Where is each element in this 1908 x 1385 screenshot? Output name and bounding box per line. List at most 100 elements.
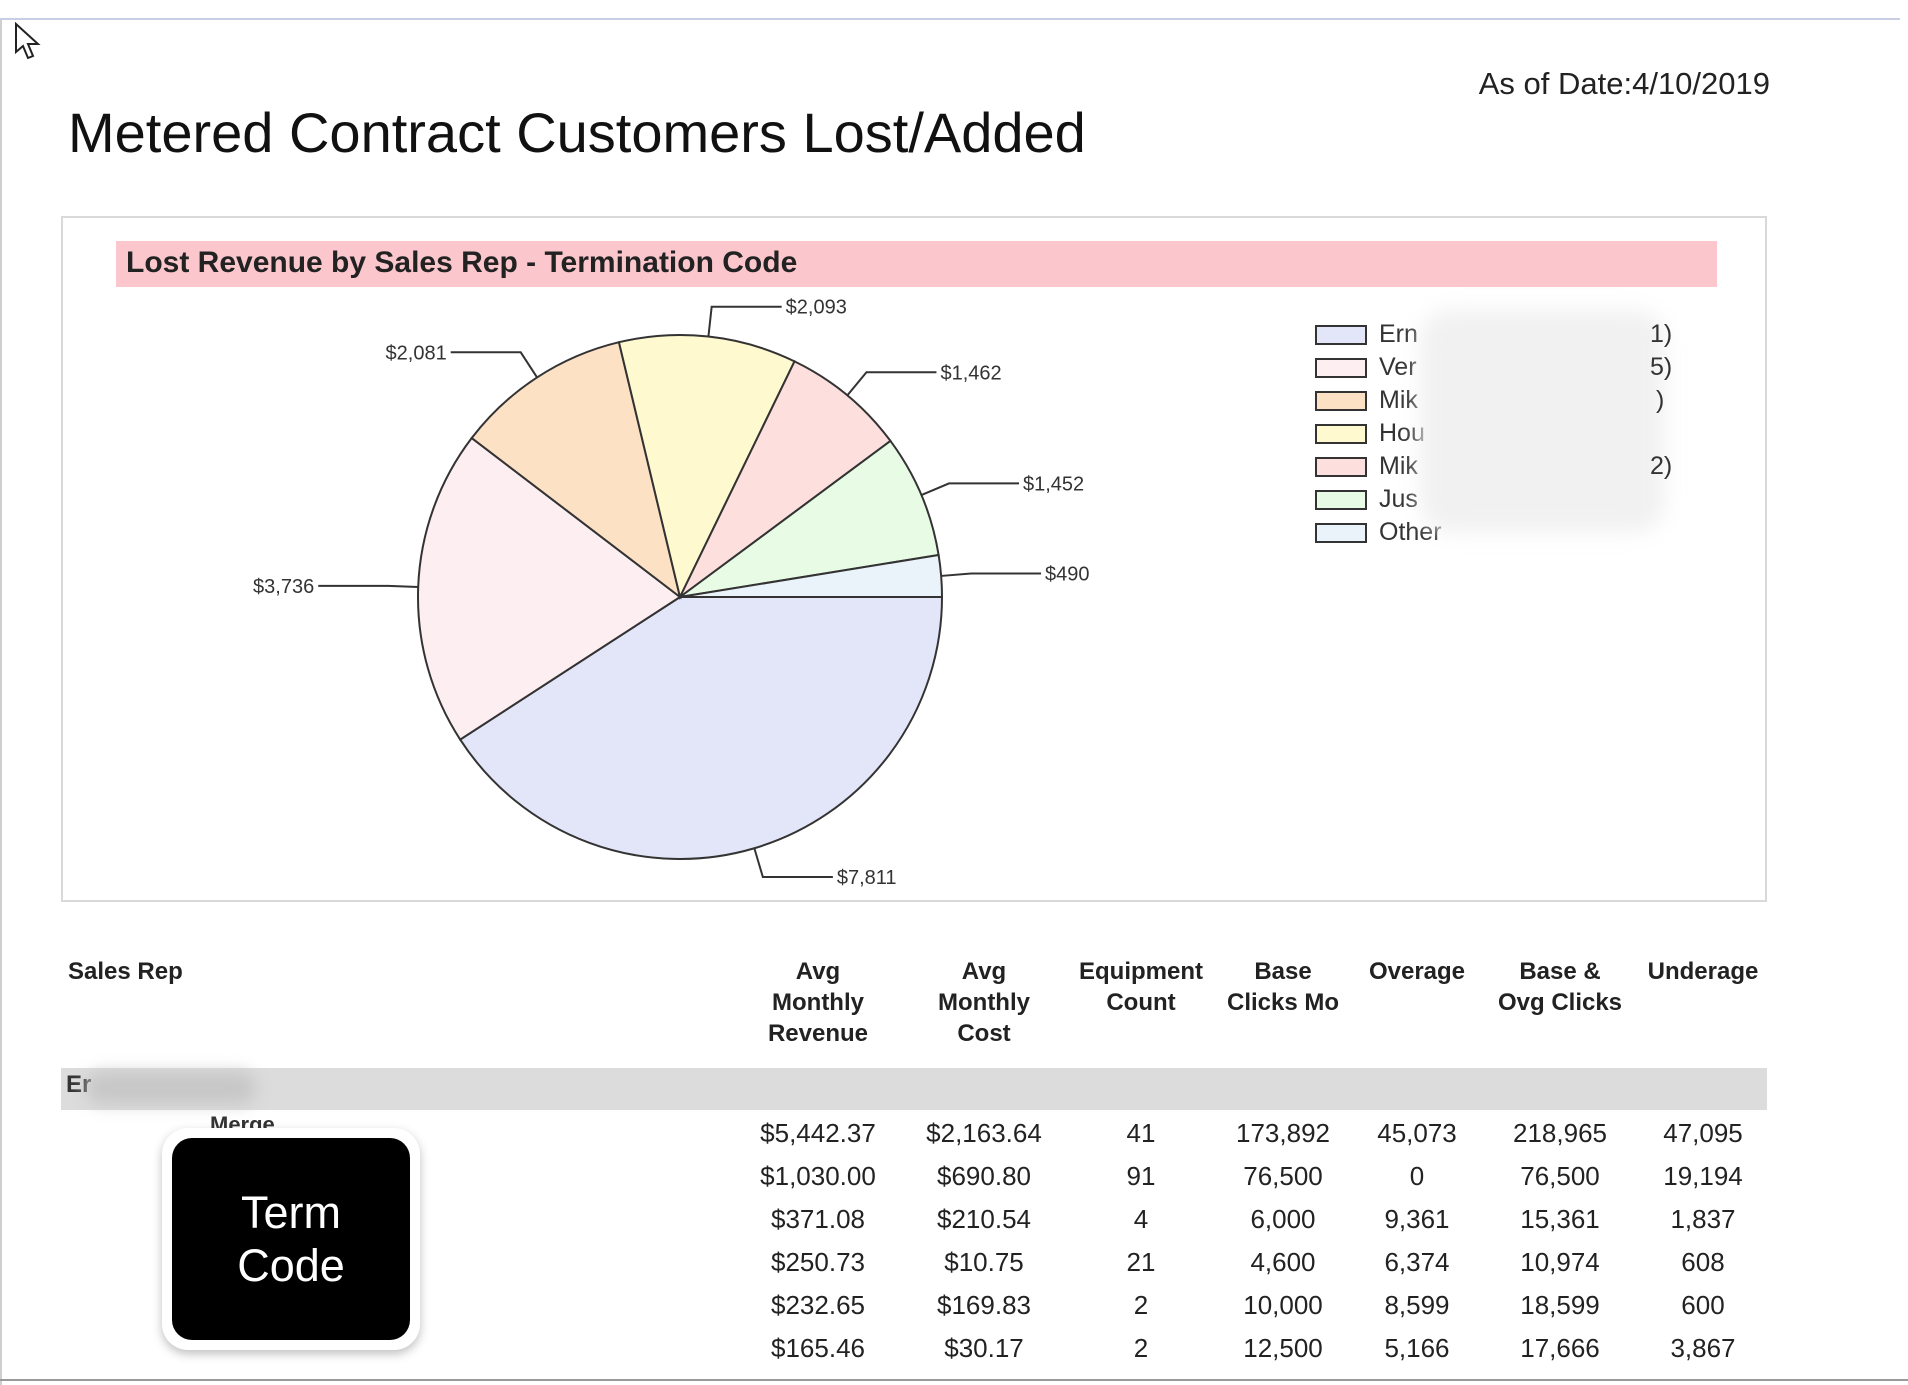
- cell-underage: 1,837: [1670, 1204, 1736, 1234]
- header-sales-rep: Sales Rep: [68, 958, 183, 985]
- pie-leader-line: [318, 584, 419, 588]
- as-of-date: As of Date:4/10/2019: [1478, 66, 1770, 101]
- header-underage: Underage: [1647, 958, 1759, 985]
- legend-label: Ern: [1379, 320, 1418, 348]
- legend-swatch: [1315, 489, 1367, 510]
- table-row: $165.46 $30.17 2 12,500 5,166 17,666 3,867: [61, 1327, 1767, 1369]
- cell-base-ovg-clicks: 218,965: [1513, 1118, 1607, 1148]
- cell-base-clicks: 10,000: [1243, 1290, 1323, 1320]
- cell-underage: 608: [1681, 1247, 1725, 1277]
- cell-base-ovg-clicks: 17,666: [1520, 1333, 1600, 1363]
- cell-underage: 600: [1681, 1290, 1725, 1320]
- pie-leader-line: [846, 371, 937, 397]
- pie-data-label: $1,462: [940, 362, 1001, 384]
- table-row: $250.73 $10.75 21 4,600 6,374 10,974 608: [61, 1241, 1767, 1283]
- cell-avg-revenue: $165.46: [771, 1333, 865, 1363]
- pie-data-label: $2,081: [386, 342, 447, 364]
- legend-item: Mik: [1315, 450, 1715, 483]
- pie-leader-line: [941, 572, 1042, 577]
- cell-avg-cost: $690.80: [937, 1161, 1031, 1191]
- left-frame-line: [0, 20, 2, 1385]
- cell-equipment-count: 2: [1133, 1333, 1149, 1363]
- cell-equipment-count: 21: [1126, 1247, 1156, 1277]
- cell-avg-cost: $10.75: [944, 1247, 1024, 1277]
- cell-base-ovg-clicks: 18,599: [1520, 1290, 1600, 1320]
- legend-label: Ver: [1379, 353, 1417, 381]
- legend-item: Mik: [1315, 384, 1715, 417]
- redacted-name-blur: [86, 1072, 256, 1104]
- cell-avg-revenue: $371.08: [771, 1204, 865, 1234]
- pie-leader-line: [753, 847, 833, 878]
- pie-data-label: $1,452: [1023, 473, 1084, 495]
- legend-item: Ver: [1315, 351, 1715, 384]
- cell-avg-cost: $169.83: [937, 1290, 1031, 1320]
- legend-swatch: [1315, 324, 1367, 345]
- group-row: [61, 1068, 1767, 1110]
- cell-avg-cost: $210.54: [937, 1204, 1031, 1234]
- term-code-callout: Term Code: [162, 1128, 420, 1350]
- legend-item: Ern: [1315, 318, 1715, 351]
- cell-base-ovg-clicks: 15,361: [1520, 1204, 1600, 1234]
- pie-data-label: $490: [1045, 564, 1090, 586]
- chart-title-bar: [116, 241, 1717, 287]
- cell-overage: 6,374: [1384, 1247, 1450, 1277]
- table-row: $5,442.37 $2,163.64 41 173,892 45,073 218,965…: [61, 1112, 1767, 1154]
- callout-line-1: Term: [240, 1187, 341, 1238]
- cell-base-clicks: 6,000: [1250, 1204, 1316, 1234]
- chart-title: Lost Revenue by Sales Rep - Termination …: [126, 246, 798, 279]
- table-row: $371.08 $210.54 4 6,000 9,361 15,361 1,837: [61, 1198, 1767, 1240]
- header-avg-monthly-cost: Avg Monthly Cost: [938, 958, 1030, 1047]
- cell-avg-cost: $30.17: [944, 1333, 1024, 1363]
- header-base-clicks-mo: Base Clicks Mo: [1226, 958, 1340, 1016]
- cell-equipment-count: 4: [1133, 1204, 1149, 1234]
- legend-label: Mik: [1379, 386, 1418, 414]
- legend-swatch: [1315, 357, 1367, 378]
- table-row: $1,030.00 $690.80 91 76,500 0 76,500 19,194: [61, 1155, 1767, 1197]
- header-equipment-count: Equipment Count: [1079, 958, 1203, 1016]
- cell-overage: 45,073: [1377, 1118, 1457, 1148]
- legend-label: Jus: [1379, 485, 1418, 513]
- cell-underage: 3,867: [1670, 1333, 1736, 1363]
- legend-swatch: [1315, 390, 1367, 411]
- table-row: $232.65 $169.83 2 10,000 8,599 18,599 600: [61, 1284, 1767, 1326]
- chart-legend: Ern Ver Mik Hou Mik Jus Other: [1315, 318, 1715, 549]
- redacted-legend-blur: [1420, 310, 1665, 532]
- legend-label: Hou: [1379, 419, 1425, 447]
- pie-leader-line: [920, 482, 1020, 497]
- cell-equipment-count: 41: [1126, 1118, 1156, 1148]
- legend-suffix: 1): [1650, 320, 1673, 348]
- pie-slice: [679, 439, 940, 598]
- cell-base-ovg-clicks: 76,500: [1520, 1161, 1600, 1191]
- legend-suffix: 5): [1650, 353, 1673, 381]
- cell-avg-revenue: $250.73: [771, 1247, 865, 1277]
- cell-avg-revenue: $232.65: [771, 1290, 865, 1320]
- page-title: Metered Contract Customers Lost/Added: [68, 101, 1086, 164]
- cell-overage: 0: [1409, 1161, 1425, 1191]
- pie-data-label: $3,736: [253, 576, 314, 598]
- pie-data-label: $7,811: [837, 867, 897, 889]
- cell-base-ovg-clicks: 10,974: [1520, 1247, 1600, 1277]
- cell-underage: 47,095: [1663, 1118, 1743, 1148]
- legend-swatch: [1315, 423, 1367, 444]
- legend-item: Jus: [1315, 483, 1715, 516]
- bottom-frame-line: [0, 1379, 1908, 1381]
- pie-slice: [679, 553, 944, 598]
- legend-label: Mik: [1379, 452, 1418, 480]
- cell-overage: 5,166: [1384, 1333, 1450, 1363]
- cell-overage: 8,599: [1384, 1290, 1450, 1320]
- pie-leader-line: [450, 351, 538, 378]
- cell-base-clicks: 76,500: [1243, 1161, 1323, 1191]
- pie-data-label: $2,093: [786, 297, 847, 319]
- cell-avg-revenue: $1,030.00: [760, 1161, 876, 1191]
- top-border-line: [0, 18, 1900, 20]
- pie-leader-line: [707, 305, 782, 337]
- header-base-ovg-clicks: Base & Ovg Clicks: [1497, 958, 1623, 1016]
- header-overage: Overage: [1368, 958, 1466, 985]
- cell-avg-revenue: $5,442.37: [760, 1118, 876, 1148]
- cell-overage: 9,361: [1384, 1204, 1450, 1234]
- cell-equipment-count: 91: [1126, 1161, 1156, 1191]
- callout-line-2: Code: [237, 1240, 345, 1291]
- cell-underage: 19,194: [1663, 1161, 1743, 1191]
